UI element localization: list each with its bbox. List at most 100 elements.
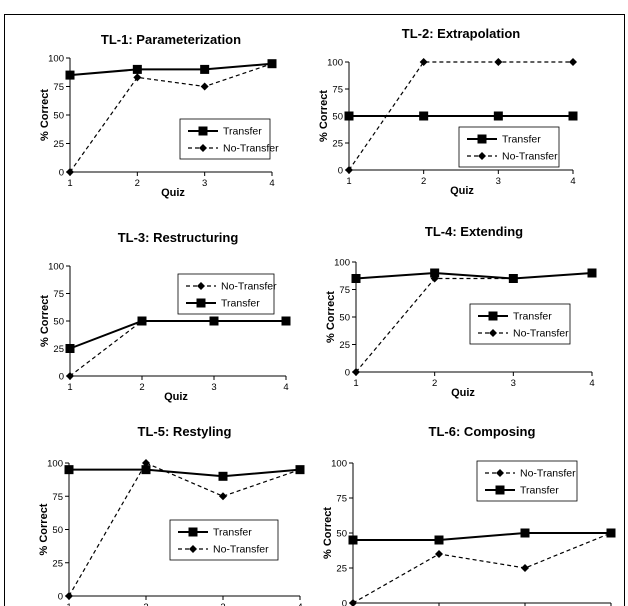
y-tick-label: 0 — [58, 592, 63, 603]
legend-marker — [478, 152, 486, 160]
legend-marker — [489, 329, 497, 337]
chart-title: TL-6: Composing — [429, 424, 536, 439]
x-tick-label: 3 — [211, 382, 216, 393]
legend-marker — [198, 126, 208, 136]
transfer-point — [218, 471, 228, 481]
transfer-point — [200, 64, 210, 74]
x-tick-label: 1 — [66, 602, 71, 606]
no-transfer-point — [419, 58, 428, 66]
legend-label: Transfer — [223, 126, 262, 138]
transfer-point — [141, 465, 151, 475]
y-tick-label: 50 — [336, 529, 347, 540]
chart-1: TL-1: Parameterization 0 25 50 75 100 1 2 3 4 Quiz… — [39, 32, 279, 199]
y-tick-label: 100 — [334, 258, 350, 269]
series-no-transfer-line — [355, 272, 593, 373]
legend-box — [169, 519, 279, 561]
y-tick-label: 50 — [52, 525, 63, 536]
legend-marker — [188, 527, 198, 537]
legend-label: Transfer — [213, 527, 252, 539]
y-tick-label: 50 — [332, 112, 343, 123]
x-tick-label: 4 — [297, 602, 302, 606]
legend: Transfer No-Transfer — [458, 126, 560, 168]
legend-label: Transfer — [520, 485, 559, 497]
legend-label: No-Transfer — [520, 468, 576, 480]
no-transfer-point — [296, 465, 304, 474]
x-tick-label: 3 — [220, 602, 225, 606]
no-transfer-point — [66, 168, 74, 176]
y-tick-label: 25 — [336, 564, 347, 575]
y-tick-label: 0 — [345, 368, 350, 379]
y-tick-label: 100 — [48, 262, 64, 273]
y-axis-label: % Correct — [322, 507, 334, 559]
y-tick-label: 75 — [53, 82, 64, 93]
legend-marker — [496, 469, 504, 477]
y-tick-label: 0 — [59, 372, 64, 383]
no-transfer-point — [352, 368, 360, 376]
transfer-point — [520, 528, 530, 538]
legend-label: No-Transfer — [223, 143, 279, 155]
y-tick-label: 0 — [342, 599, 347, 606]
no-transfer-point — [133, 73, 142, 82]
x-tick-label: 1 — [353, 378, 358, 389]
series-transfer-line — [353, 532, 611, 541]
x-tick-label: 2 — [143, 602, 148, 606]
no-transfer-point — [569, 58, 577, 66]
series-no-transfer-line — [348, 61, 573, 171]
legend: No-Transfer Transfer — [476, 460, 578, 502]
y-axis-label: % Correct — [39, 89, 51, 141]
legend: Transfer No-Transfer — [179, 118, 279, 160]
chart-title: TL-1: Parameterization — [101, 32, 241, 47]
y-tick-label: 50 — [53, 317, 64, 328]
no-transfer-point — [345, 166, 353, 174]
series-no-transfer-line — [69, 63, 273, 173]
no-transfer-point — [588, 269, 596, 277]
y-axis-label: % Correct — [318, 90, 330, 142]
legend-label: No-Transfer — [513, 328, 569, 340]
x-tick-label: 4 — [589, 378, 594, 389]
legend-label: No-Transfer — [502, 151, 558, 163]
legend-marker — [196, 298, 206, 308]
no-transfer-point — [219, 492, 227, 501]
no-transfer-point — [142, 459, 150, 467]
transfer-point — [348, 535, 358, 545]
y-tick-label: 50 — [53, 111, 64, 122]
y-tick-label: 75 — [339, 285, 350, 296]
transfer-point — [344, 111, 354, 121]
chart-title: TL-5: Restyling — [138, 424, 232, 439]
transfer-point — [132, 64, 142, 74]
chart-title: TL-4: Extending — [425, 224, 523, 239]
no-transfer-point — [349, 599, 357, 606]
y-tick-label: 25 — [53, 139, 64, 150]
legend: Transfer No-Transfer — [169, 519, 279, 561]
legend-box — [458, 126, 560, 168]
legend-marker — [199, 144, 207, 152]
transfer-point — [430, 268, 440, 278]
y-tick-label: 75 — [332, 85, 343, 96]
x-tick-label: 2 — [432, 378, 437, 389]
y-axis-label: % Correct — [39, 295, 51, 347]
legend-label: No-Transfer — [213, 544, 269, 556]
legend-label: Transfer — [502, 134, 541, 146]
legend-marker — [189, 545, 197, 553]
legend-marker — [488, 311, 498, 321]
legend: No-Transfer Transfer — [177, 273, 277, 315]
series-transfer-line — [69, 468, 301, 478]
transfer-point — [351, 274, 361, 283]
y-tick-label: 75 — [53, 289, 64, 300]
chart-2: TL-2: Extrapolation 0 25 50 75 100 1 2 3 4 Quiz % C… — [318, 26, 578, 197]
legend-box — [476, 460, 578, 502]
chart-6: TL-6: Composing02550751001234Quiz% Corre… — [322, 424, 616, 606]
legend-marker — [197, 282, 205, 290]
x-tick-label: 1 — [67, 382, 72, 393]
x-tick-label: 3 — [202, 178, 207, 189]
transfer-point — [65, 344, 75, 353]
y-tick-label: 100 — [47, 459, 63, 470]
y-tick-label: 25 — [52, 558, 63, 569]
transfer-point — [281, 316, 291, 326]
series-transfer-line — [355, 271, 593, 280]
chart-title: TL-3: Restructuring — [118, 230, 239, 245]
transfer-point — [568, 111, 578, 121]
transfer-point — [209, 316, 219, 326]
series-no-transfer-line — [69, 320, 286, 377]
x-tick-label: 1 — [67, 178, 72, 189]
